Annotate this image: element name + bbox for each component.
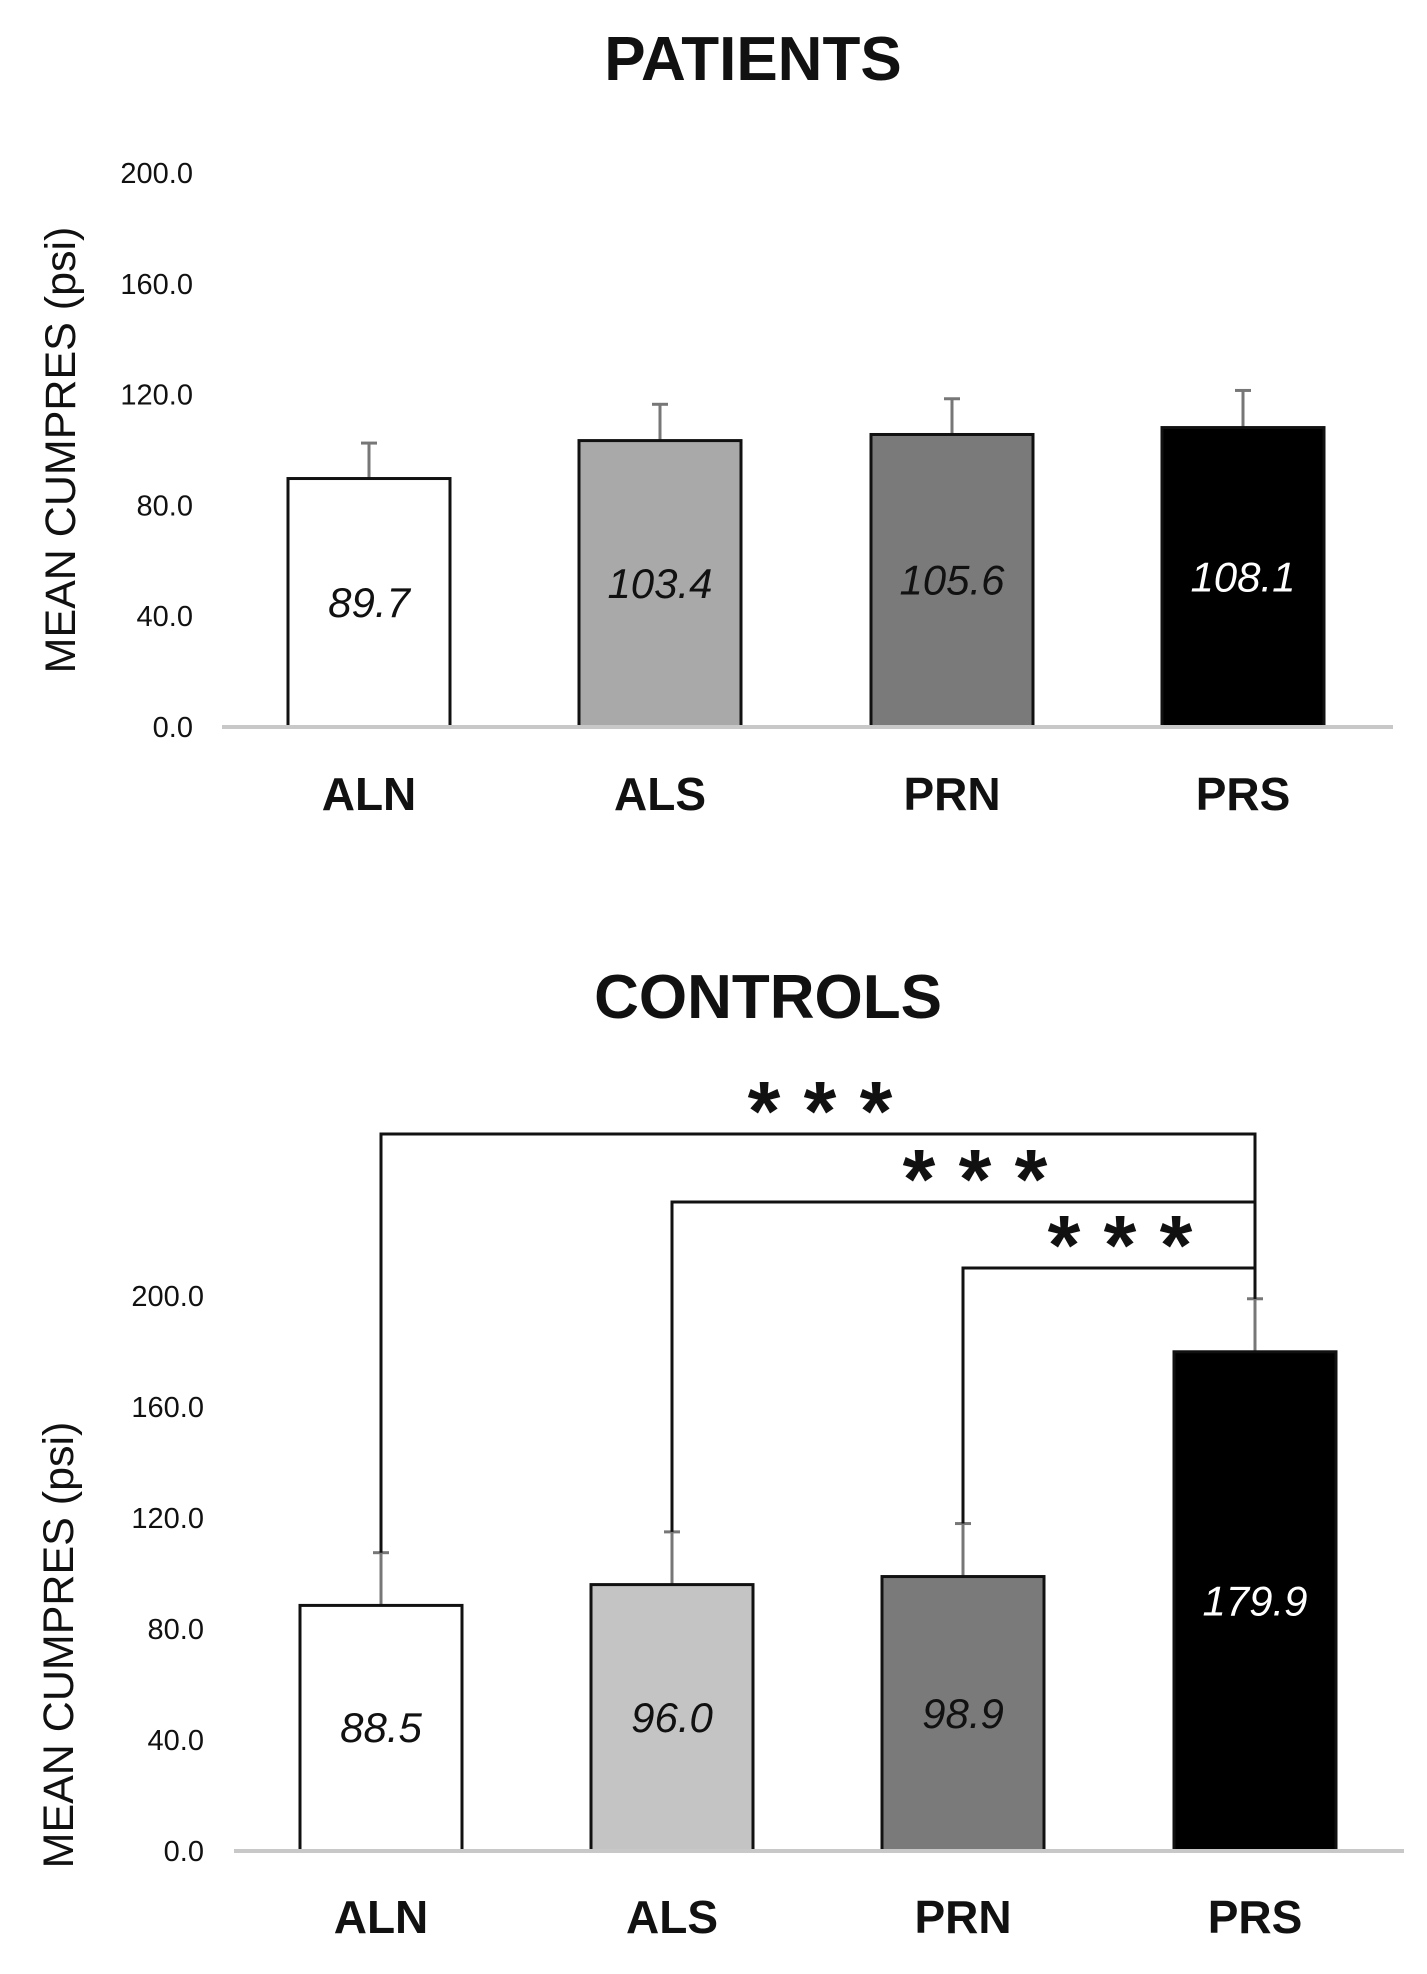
y-tick-label: 40.0 bbox=[148, 1725, 204, 1757]
bar-value-label: 108.1 bbox=[1190, 553, 1295, 600]
y-tick-label: 80.0 bbox=[148, 1614, 204, 1646]
x-tick-label: ALS bbox=[614, 768, 706, 820]
x-tick-label: ALN bbox=[322, 768, 417, 820]
y-tick-label: 200.0 bbox=[120, 158, 193, 190]
y-axis-label: MEAN CUMPRES (psi) bbox=[35, 1422, 83, 1869]
bar-aln bbox=[286, 477, 452, 729]
controls-chart: CONTROLS MEAN CUMPRES (psi) 0.0 40.0 80.0 120… bbox=[35, 963, 1404, 1943]
y-tick-label: 0.0 bbox=[153, 712, 193, 744]
x-tick-label: ALS bbox=[626, 1891, 718, 1943]
bar-prs bbox=[1172, 1350, 1338, 1853]
bar-value-label: 89.7 bbox=[328, 579, 411, 626]
y-tick-label: 160.0 bbox=[120, 269, 193, 301]
y-tick-label: 120.0 bbox=[120, 380, 193, 412]
bar-value-label: 103.4 bbox=[607, 560, 712, 607]
bar-value-label: 96.0 bbox=[631, 1694, 713, 1741]
significance-stars: * * * bbox=[748, 1064, 893, 1158]
y-tick-label: 120.0 bbox=[131, 1503, 204, 1535]
y-tick-label: 200.0 bbox=[131, 1281, 204, 1313]
significance-stars: * * * bbox=[1048, 1198, 1193, 1292]
x-tick-label: ALN bbox=[334, 1891, 429, 1943]
chart-title: PATIENTS bbox=[604, 25, 901, 94]
y-tick-label: 40.0 bbox=[137, 601, 193, 633]
patients-chart: PATIENTS MEAN CUMPRES (psi) 0.0 40.0 80.0 120… bbox=[37, 25, 1393, 820]
x-tick-label: PRN bbox=[903, 768, 1000, 820]
significance-bracket bbox=[379, 1132, 1257, 1553]
chart-title: CONTROLS bbox=[594, 963, 942, 1032]
bar-prn bbox=[869, 432, 1035, 729]
bar-value-label: 179.9 bbox=[1202, 1577, 1307, 1624]
significance-stars: * * * bbox=[903, 1132, 1048, 1226]
y-tick-label: 80.0 bbox=[137, 490, 193, 522]
bar-prs bbox=[1160, 426, 1326, 729]
bar-prn bbox=[880, 1575, 1046, 1853]
y-tick-label: 0.0 bbox=[164, 1836, 204, 1868]
significance-bracket bbox=[670, 1200, 1257, 1532]
bar-value-label: 88.5 bbox=[340, 1704, 422, 1751]
bar-value-label: 105.6 bbox=[899, 557, 1005, 604]
x-tick-label: PRS bbox=[1196, 768, 1291, 820]
bar-value-label: 98.9 bbox=[922, 1690, 1004, 1737]
y-axis-label: MEAN CUMPRES (psi) bbox=[37, 227, 85, 674]
y-tick-label: 160.0 bbox=[131, 1392, 204, 1424]
bar-aln bbox=[298, 1603, 464, 1853]
x-tick-label: PRN bbox=[914, 1891, 1011, 1943]
x-tick-label: PRS bbox=[1208, 1891, 1303, 1943]
significance-bracket bbox=[961, 1266, 1257, 1524]
